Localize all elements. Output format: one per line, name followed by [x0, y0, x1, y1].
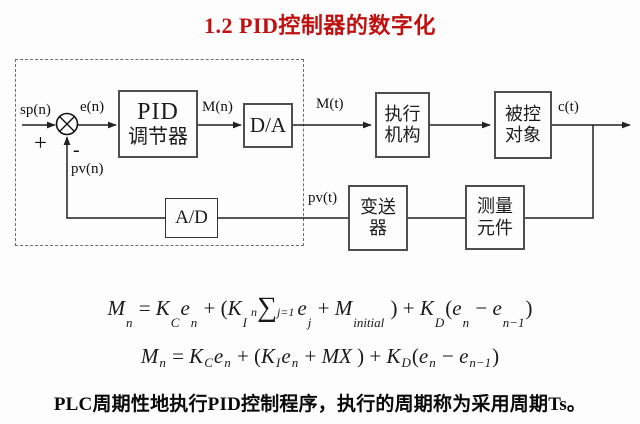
page-title: 1.2 PID控制器的数字化 — [204, 13, 436, 38]
label-m-digital: M(n) — [202, 99, 233, 115]
transmitter-label-line2: 器 — [369, 218, 387, 238]
label-minus-sign: - — [73, 139, 80, 161]
plant-label-line1: 被控 — [505, 103, 541, 124]
actuator-label-line1: 执行 — [384, 103, 421, 124]
output-branch-line — [525, 125, 594, 219]
actuator-block: 执行 机构 — [375, 92, 430, 158]
transmitter-block: 变送 器 — [348, 185, 408, 251]
label-m-analog: M(t) — [316, 96, 344, 112]
ad-converter-block: A/D — [165, 198, 218, 238]
block-diagram: sp(n) e(n) + - pv(n) M(n) M(t) c(t) pv(t… — [0, 50, 640, 262]
plant-label-line2: 对象 — [505, 125, 541, 145]
label-pv-digital: pv(n) — [71, 161, 104, 177]
label-plus-sign: + — [34, 130, 47, 155]
sensor-label-line2: 元件 — [477, 217, 513, 238]
summation-symbol: n∑j=1 — [251, 291, 295, 323]
pid-block-label-line2: 调节器 — [128, 126, 188, 149]
pid-block-label-line1: PID — [137, 99, 179, 126]
label-error: e(n) — [80, 99, 105, 115]
sensor-block: 测量 元件 — [465, 185, 525, 250]
plant-block: 被控 对象 — [494, 91, 552, 159]
label-output: c(t) — [558, 99, 579, 115]
actuator-label-line2: 机构 — [384, 125, 421, 145]
ad-block-label: A/D — [175, 206, 208, 228]
da-converter-block: D/A — [243, 103, 293, 148]
footer-note: PLC周期性地执行PID控制程序，执行的周期称为采用周期Ts。 — [53, 394, 587, 415]
pid-controller-block: PID 调节器 — [118, 90, 198, 158]
label-setpoint: sp(n) — [20, 102, 51, 118]
sensor-label-line1: 测量 — [477, 196, 513, 217]
digital-controller-boundary — [15, 59, 304, 246]
transmitter-label-line1: 变送 — [360, 196, 396, 217]
da-block-label: D/A — [249, 113, 287, 138]
ad-to-summer-line — [63, 136, 165, 219]
summing-junction-icon — [55, 112, 79, 136]
feedback-path-lines — [63, 125, 594, 219]
signal-flow-lines — [22, 112, 631, 219]
label-pv-analog: pv(t) — [308, 190, 338, 206]
